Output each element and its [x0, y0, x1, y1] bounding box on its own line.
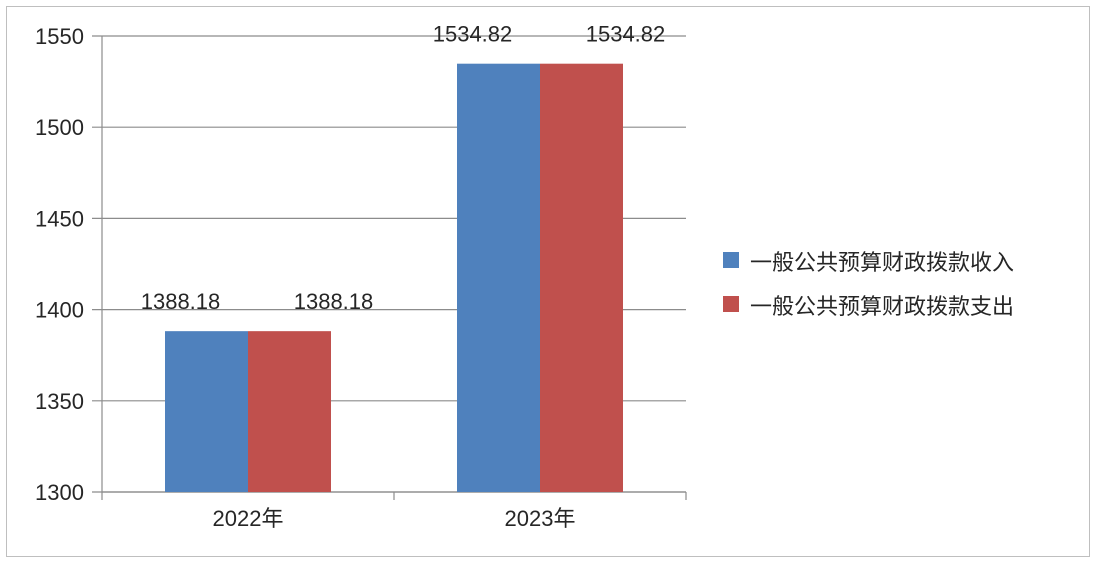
bar-income — [165, 331, 248, 492]
legend-swatch — [723, 296, 739, 312]
bar-income — [457, 63, 540, 492]
legend-label: 一般公共预算财政拨款支出 — [750, 295, 1014, 320]
bar-expense — [540, 63, 623, 492]
data-label: 1388.18 — [141, 289, 221, 314]
y-tick-label: 1350 — [35, 389, 84, 414]
data-label: 1388.18 — [294, 289, 374, 314]
y-tick-label: 1500 — [35, 115, 84, 140]
data-label: 1534.82 — [433, 22, 513, 47]
y-tick-label: 1450 — [35, 206, 84, 231]
x-tick-label: 2022年 — [213, 506, 284, 531]
y-tick-label: 1400 — [35, 298, 84, 323]
legend-label: 一般公共预算财政拨款收入 — [750, 251, 1014, 276]
bar-expense — [248, 331, 331, 492]
y-tick-label: 1550 — [35, 24, 84, 49]
legend-swatch — [723, 252, 739, 268]
y-tick-label: 1300 — [35, 480, 84, 505]
x-tick-label: 2023年 — [505, 506, 576, 531]
data-label: 1534.82 — [586, 22, 666, 47]
